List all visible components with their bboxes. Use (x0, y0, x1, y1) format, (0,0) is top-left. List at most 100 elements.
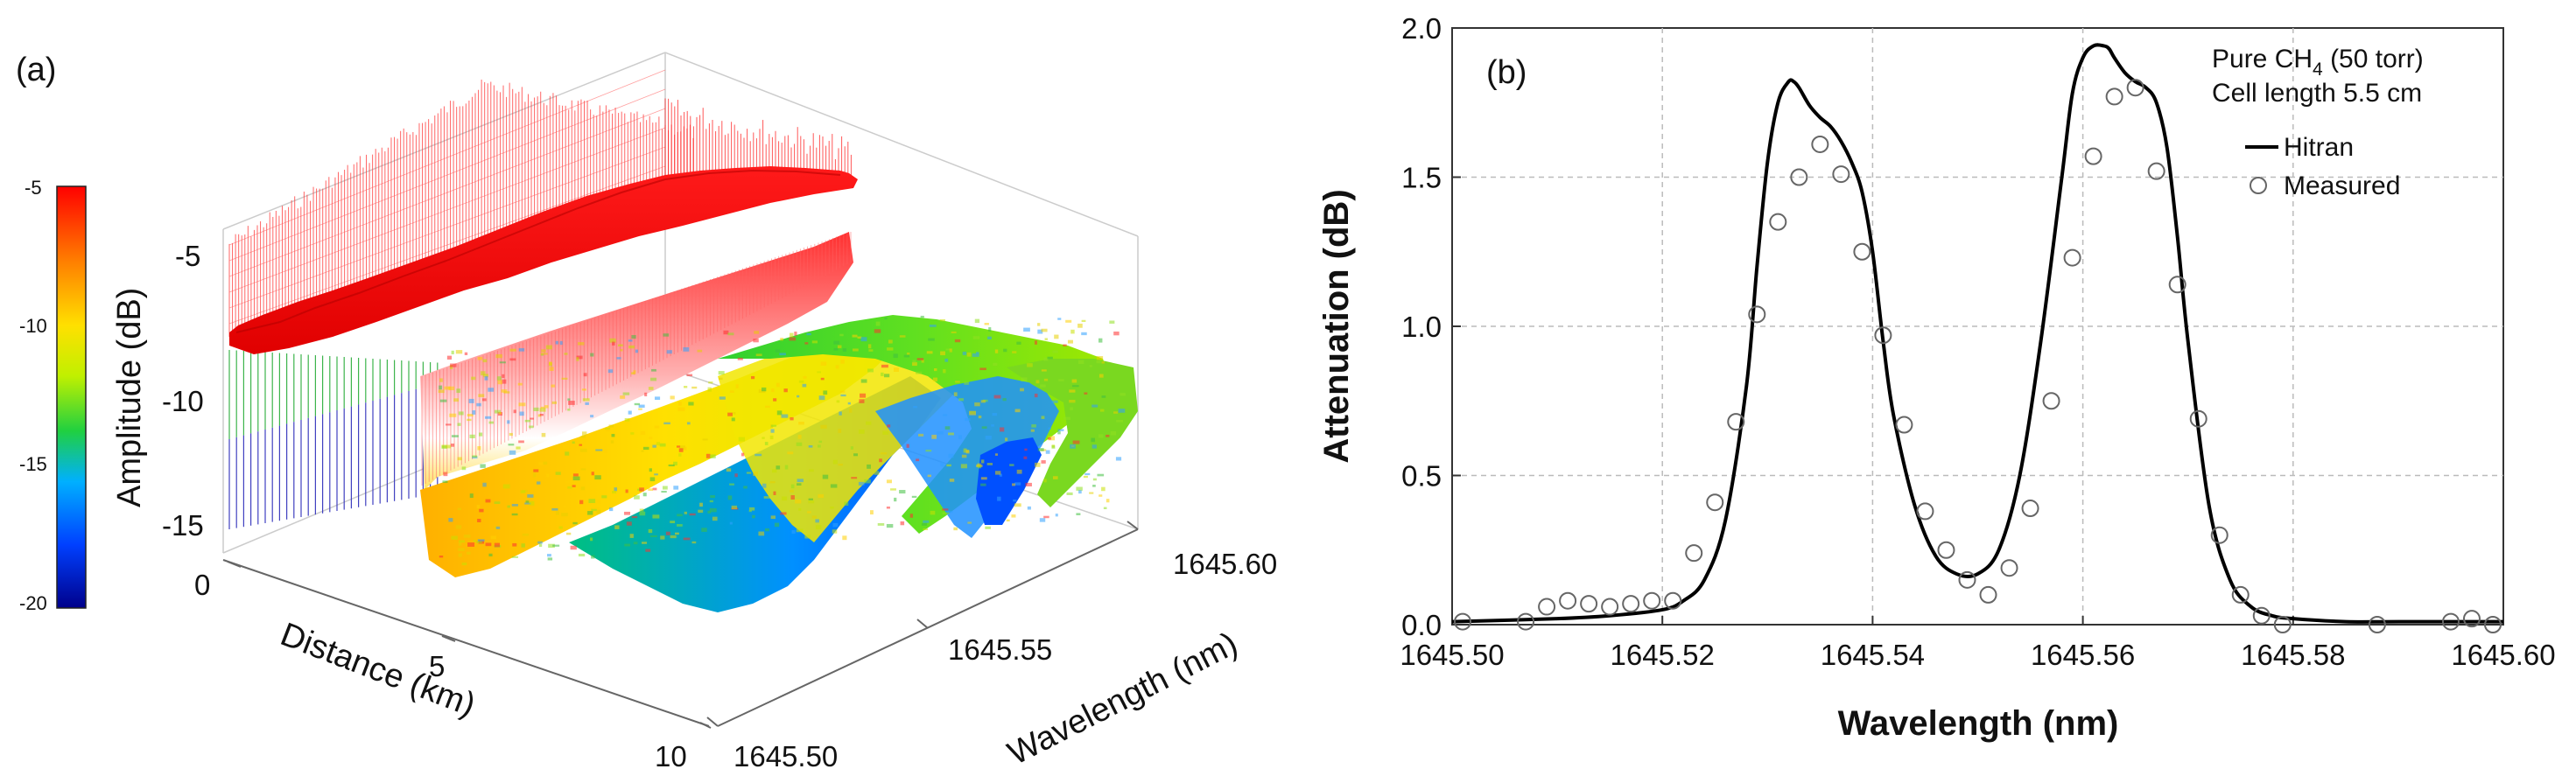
noise-speck (923, 520, 930, 523)
noise-speck (673, 461, 677, 466)
noise-speck (654, 473, 658, 476)
noise-speck (751, 375, 755, 380)
noise-speck (806, 332, 811, 336)
noise-speck (562, 445, 569, 449)
noise-speck (798, 422, 804, 425)
noise-speck (818, 440, 823, 444)
measured-point (1727, 413, 1745, 431)
noise-speck (962, 351, 967, 355)
noise-speck (663, 422, 670, 425)
noise-speck (485, 416, 492, 419)
noise-speck (1092, 478, 1097, 481)
noise-speck (773, 491, 776, 495)
noise-speck (836, 400, 840, 403)
noise-speck (993, 395, 1001, 399)
noise-speck (620, 395, 626, 399)
noise-speck (524, 502, 531, 505)
noise-speck (858, 430, 865, 434)
noise-speck (981, 426, 987, 429)
noise-speck (699, 502, 703, 507)
noise-speck (864, 479, 871, 484)
noise-speck (754, 331, 760, 334)
noise-speck (830, 507, 834, 509)
noise-speck (656, 442, 660, 446)
noise-speck (576, 355, 583, 360)
noise-speck (1078, 490, 1082, 494)
noise-speck (886, 523, 894, 528)
noise-speck (579, 500, 584, 505)
noise-speck (509, 348, 516, 352)
noise-speck (567, 409, 571, 411)
noise-speck (688, 402, 694, 406)
noise-speck (946, 464, 951, 467)
noise-speck (629, 534, 634, 538)
noise-speck (963, 448, 967, 453)
noise-speck (533, 407, 539, 411)
noise-speck (701, 528, 707, 532)
noise-speck (479, 508, 484, 513)
noise-speck (727, 495, 733, 500)
noise-speck (455, 350, 463, 354)
noise-speck (899, 490, 906, 494)
noise-speck (771, 469, 777, 473)
wall-mesh-row (228, 127, 666, 293)
noise-speck (458, 553, 462, 557)
noise-speck (984, 323, 989, 325)
noise-speck (572, 441, 575, 444)
noise-speck (942, 512, 950, 514)
noise-speck (446, 423, 452, 426)
noise-speck (1041, 328, 1048, 332)
noise-speck (518, 440, 524, 444)
noise-speck (949, 348, 952, 353)
noise-speck (797, 483, 802, 486)
distance-tick-label: 5 (429, 650, 445, 682)
noise-speck (446, 355, 453, 360)
noise-speck (607, 369, 614, 374)
noise-speck (552, 544, 560, 547)
noise-speck (686, 374, 693, 377)
noise-speck (1115, 457, 1122, 461)
noise-speck (765, 528, 769, 532)
noise-speck (1120, 393, 1126, 396)
noise-speck (791, 530, 796, 534)
noise-speck (774, 522, 780, 528)
noise-speck (978, 465, 982, 469)
axis-ticks: 1645.50 1645.52 1645.54 1645.56 1645.58 1645.… (1400, 12, 2555, 671)
noise-speck (954, 339, 961, 343)
noise-speck (680, 445, 685, 450)
noise-speck (729, 483, 734, 486)
noise-speck (735, 384, 739, 388)
noise-speck (1083, 475, 1088, 479)
noise-speck (578, 342, 585, 346)
noise-speck (689, 513, 696, 516)
measured-point (1454, 612, 1472, 631)
noise-speck (727, 332, 734, 336)
noise-speck (729, 390, 734, 394)
noise-speck (776, 382, 780, 388)
noise-speck (832, 522, 839, 528)
noise-speck (833, 347, 839, 351)
noise-speck (529, 500, 535, 506)
noise-speck (497, 380, 503, 385)
noise-speck (639, 487, 644, 492)
noise-speck (683, 537, 691, 541)
distance-tick-label: 0 (194, 569, 210, 601)
noise-speck (614, 525, 620, 529)
noise-speck (1011, 514, 1016, 518)
noise-speck (886, 479, 892, 484)
noise-speck (444, 386, 451, 390)
noise-speck (622, 392, 630, 395)
noise-speck (1025, 482, 1032, 486)
noise-speck (987, 336, 992, 339)
measured-point (1559, 591, 1577, 610)
noise-speck (860, 393, 867, 398)
noise-speck (1005, 437, 1008, 442)
noise-speck (1071, 379, 1077, 383)
noise-speck (548, 543, 555, 549)
noise-speck (769, 481, 776, 484)
noise-speck (916, 358, 924, 360)
noise-speck (940, 351, 945, 356)
noise-speck (590, 353, 594, 357)
noise-speck (676, 445, 681, 448)
noise-speck (565, 532, 572, 535)
